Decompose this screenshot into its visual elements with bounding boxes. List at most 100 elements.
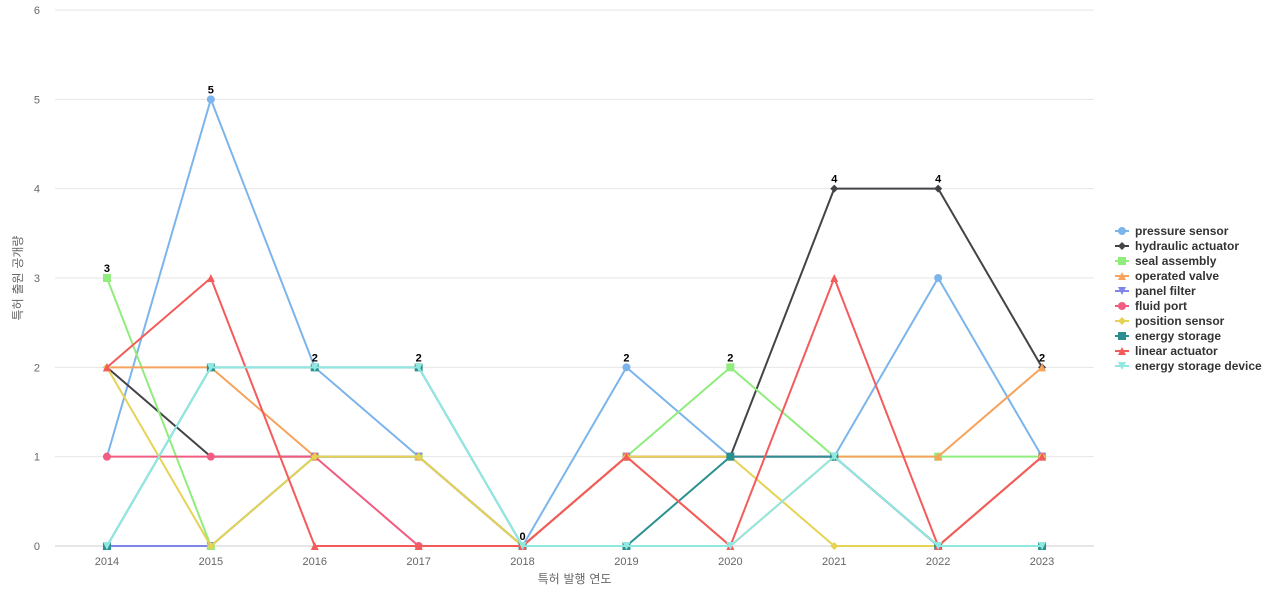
series-group	[102, 95, 1047, 550]
data-point	[206, 95, 215, 104]
y-tick-label: 2	[34, 362, 40, 374]
data-label: 4	[831, 174, 838, 186]
data-point	[102, 542, 111, 550]
x-tick-label: 2015	[199, 556, 223, 568]
data-point	[414, 542, 423, 550]
data-point	[206, 542, 215, 550]
legend-label: hydraulic actuator	[1135, 239, 1239, 253]
data-point	[934, 274, 943, 282]
x-tick-label: 2020	[718, 556, 742, 568]
data-point	[726, 452, 735, 461]
data-point	[934, 542, 943, 550]
y-tick-label: 6	[34, 5, 40, 17]
data-label: 3	[104, 263, 110, 275]
y-tick-label: 1	[34, 452, 40, 464]
legend-label: position sensor	[1135, 314, 1225, 328]
legend-item[interactable]: pressure sensor	[1115, 224, 1229, 238]
legend-marker	[1118, 257, 1126, 265]
data-point	[726, 542, 735, 550]
legend-item[interactable]: panel filter	[1115, 284, 1196, 298]
legend-marker	[1118, 227, 1126, 235]
series-linear-actuator[interactable]	[102, 274, 1047, 550]
data-point	[622, 363, 631, 372]
legend-item[interactable]: fluid port	[1115, 299, 1187, 313]
y-tick-label: 4	[34, 184, 40, 196]
legend-label: fluid port	[1135, 299, 1187, 313]
x-tick-label: 2022	[926, 556, 950, 568]
data-point	[206, 274, 215, 282]
series-line	[106, 277, 1043, 547]
legend-marker	[1118, 317, 1126, 325]
grid: 0 1 2 3 4 5 6 2014 2015 2016 2017 2018 2019 2020 2021 2…	[34, 5, 1094, 568]
data-point	[518, 542, 527, 550]
x-tick-label: 2023	[1030, 556, 1054, 568]
data-point	[206, 452, 215, 461]
legend-label: panel filter	[1135, 284, 1196, 298]
x-tick-label: 2014	[95, 556, 119, 568]
legend-item[interactable]: energy storage	[1115, 329, 1221, 343]
data-point	[934, 184, 943, 193]
legend-label: pressure sensor	[1135, 224, 1229, 238]
data-label: 2	[727, 352, 733, 364]
legend-marker	[1118, 272, 1126, 280]
data-point	[1038, 363, 1047, 372]
legend-marker	[1118, 302, 1126, 310]
x-axis-title: 특허 발행 연도	[538, 571, 612, 586]
y-tick-label: 3	[34, 273, 40, 285]
legend-item[interactable]: linear actuator	[1115, 344, 1218, 358]
legend-label: seal assembly	[1135, 254, 1217, 268]
axes: 특허 발행 연도 특허 출원 공개량	[11, 236, 611, 586]
data-point	[206, 363, 215, 372]
data-point	[1038, 452, 1047, 461]
legend-marker	[1118, 362, 1126, 370]
legend-marker	[1118, 332, 1126, 340]
legend-label: energy storage	[1135, 329, 1221, 343]
legend-label: operated valve	[1135, 269, 1219, 283]
series-energy-storage-device[interactable]	[102, 363, 1047, 550]
y-tick-label: 0	[34, 541, 40, 553]
legend-label: energy storage device	[1135, 359, 1262, 373]
series-seal-assembly[interactable]	[102, 274, 1047, 550]
legend-item[interactable]: seal assembly	[1115, 254, 1217, 268]
data-point	[622, 542, 631, 550]
data-point	[1038, 542, 1047, 550]
legend-marker	[1118, 347, 1126, 355]
data-label: 4	[935, 174, 942, 186]
data-label: 0	[519, 531, 525, 543]
data-labels: 3 5 2 2 0 2 2 4 4 2	[104, 84, 1045, 543]
legend-item[interactable]: energy storage device	[1115, 359, 1262, 373]
x-tick-label: 2017	[406, 556, 430, 568]
y-tick-label: 5	[34, 94, 40, 106]
data-point	[102, 452, 111, 461]
legend-item[interactable]: hydraulic actuator	[1115, 239, 1239, 253]
x-tick-label: 2021	[822, 556, 846, 568]
data-point	[102, 274, 111, 282]
series-line	[106, 277, 1043, 547]
data-point	[830, 542, 839, 550]
data-label: 5	[208, 84, 214, 96]
legend-marker	[1118, 287, 1126, 295]
legend-label: linear actuator	[1135, 344, 1218, 358]
data-point	[414, 452, 423, 461]
data-point	[310, 452, 319, 461]
x-tick-label: 2019	[614, 556, 638, 568]
y-axis-title: 특허 출원 공개량	[11, 236, 25, 321]
data-point	[934, 452, 943, 461]
data-point	[414, 363, 423, 372]
series-pressure-sensor[interactable]	[102, 95, 1047, 550]
data-label: 2	[623, 352, 629, 364]
legend-item[interactable]: operated valve	[1115, 269, 1219, 283]
data-label: 2	[312, 352, 318, 364]
data-point	[830, 452, 839, 461]
legend-item[interactable]: position sensor	[1115, 314, 1225, 328]
data-point	[102, 363, 111, 372]
legend-marker	[1118, 242, 1126, 250]
data-point	[622, 452, 631, 461]
series-line	[106, 366, 1043, 547]
data-label: 2	[416, 352, 422, 364]
data-point	[830, 184, 839, 193]
data-point	[726, 363, 735, 372]
